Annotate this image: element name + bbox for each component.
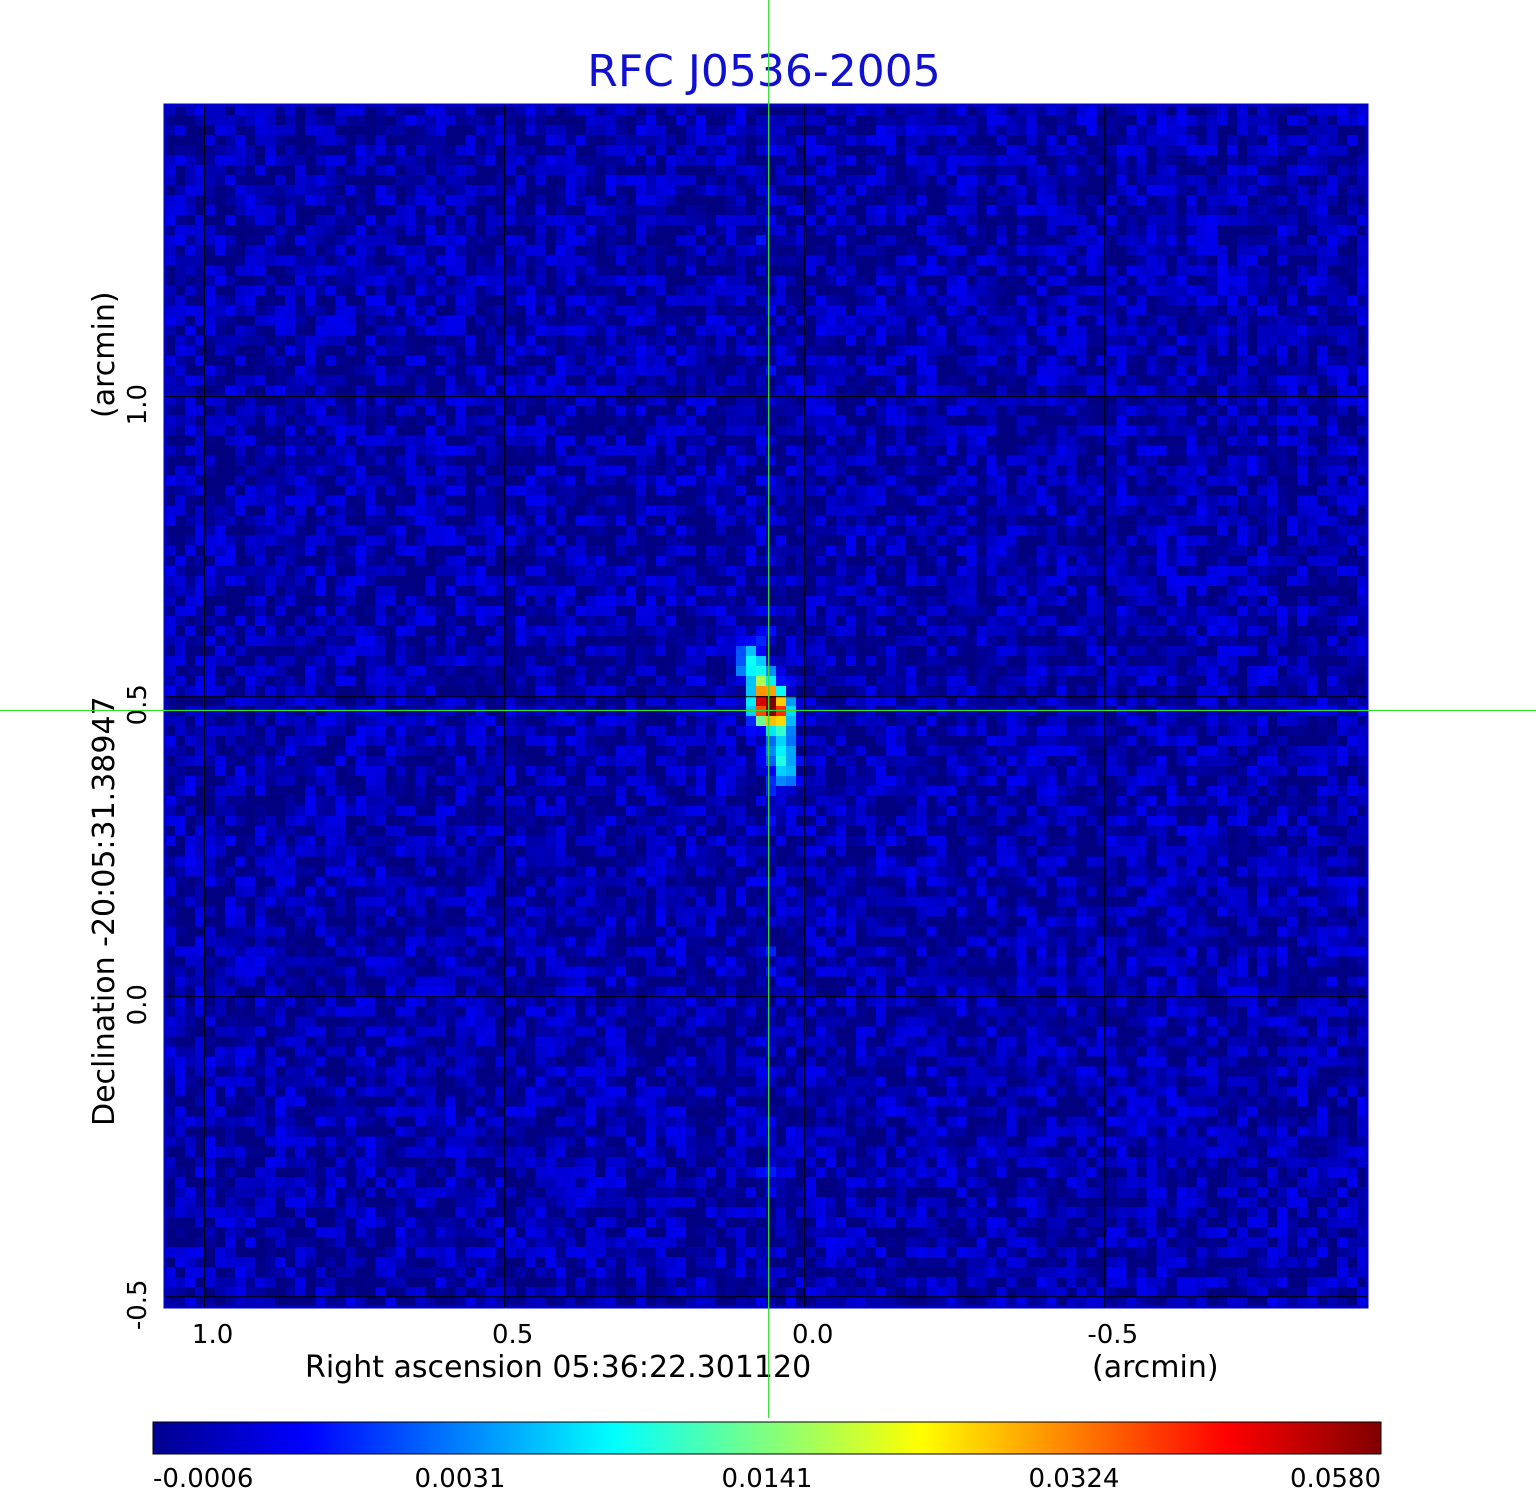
chart-title: RFC J0536-2005	[587, 46, 940, 97]
x-axis-label: Right ascension 05:36:22.301120	[305, 1350, 811, 1385]
y-tick-label: 0.0	[123, 984, 153, 1025]
colorbar-tick-label: 0.0580	[1290, 1464, 1381, 1494]
x-axis-unit: (arcmin)	[1092, 1350, 1219, 1385]
x-tick-label: 1.0	[192, 1320, 233, 1350]
colorbar-tick-label: 0.0031	[415, 1464, 506, 1494]
plot-frame	[163, 103, 1369, 1309]
y-tick-label: 1.0	[123, 384, 153, 425]
x-tick-label: 0.0	[792, 1320, 833, 1350]
y-axis-unit: (arcmin)	[87, 291, 122, 418]
colorbar-gradient	[152, 1421, 1382, 1455]
y-axis-label: Declination -20:05:31.38947	[87, 696, 122, 1126]
intensity-map	[165, 105, 1367, 1307]
y-tick-label: -0.5	[123, 1279, 153, 1330]
colorbar-tick-label: 0.0324	[1029, 1464, 1120, 1494]
y-tick-label: 0.5	[123, 684, 153, 725]
colorbar-tick-label: 0.0141	[722, 1464, 813, 1494]
grid-lines	[165, 105, 1367, 1307]
colorbar-tick-labels: -0.0006 0.0031 0.0141 0.0324 0.0580	[153, 1464, 1381, 1494]
colorbar-tick-label: -0.0006	[153, 1464, 253, 1494]
x-tick-labels: 1.0 0.5 0.0 -0.5	[192, 1320, 1138, 1350]
plot-area	[163, 103, 1369, 1309]
y-tick-labels: -0.5 0.0 0.5 1.0	[123, 384, 153, 1330]
x-tick-label: -0.5	[1087, 1320, 1138, 1350]
crosshair	[0, 0, 1536, 1418]
colorbar: -0.0006 0.0031 0.0141 0.0324 0.0580	[152, 1421, 1382, 1494]
x-tick-label: 0.5	[492, 1320, 533, 1350]
